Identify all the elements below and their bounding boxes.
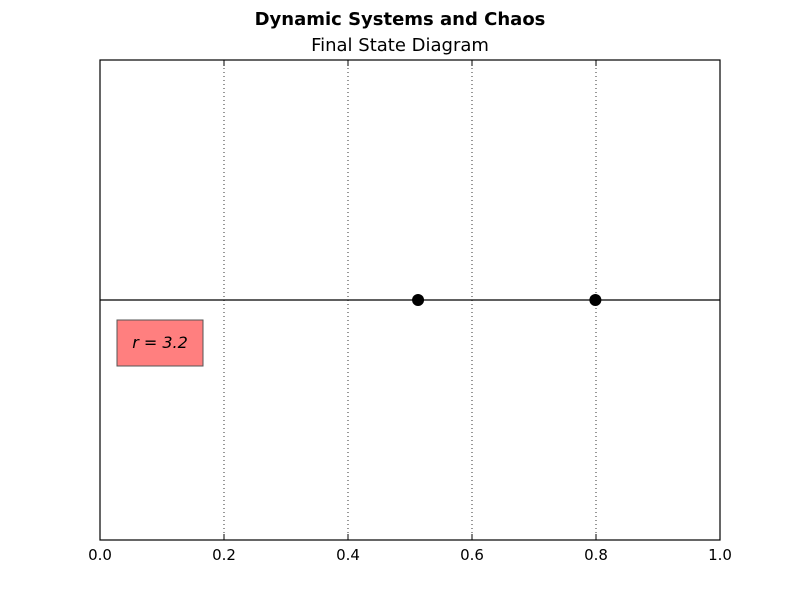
x-tick-label-2: 0.4 bbox=[336, 546, 360, 564]
annotation-box: r = 3.2 bbox=[116, 319, 204, 367]
annotation-background bbox=[116, 319, 204, 367]
annotation-label: r = 3.2 bbox=[132, 333, 188, 352]
data-point-0 bbox=[412, 294, 425, 306]
x-tick-label-0: 0.0 bbox=[88, 546, 112, 564]
x-tick-label-4: 0.8 bbox=[584, 546, 608, 564]
data-points bbox=[412, 294, 602, 306]
x-tick-label-5: 1.0 bbox=[708, 546, 732, 564]
x-axis-ticks: 0.0 0.2 0.4 0.6 0.8 1.0 bbox=[88, 60, 732, 564]
chart-title: Final State Diagram bbox=[311, 35, 489, 56]
axes-frame bbox=[99, 59, 721, 541]
data-point-1 bbox=[589, 294, 602, 306]
x-tick-label-1: 0.2 bbox=[212, 546, 236, 564]
figure-suptitle: Dynamic Systems and Chaos bbox=[254, 9, 546, 30]
x-tick-label-3: 0.6 bbox=[460, 546, 484, 564]
